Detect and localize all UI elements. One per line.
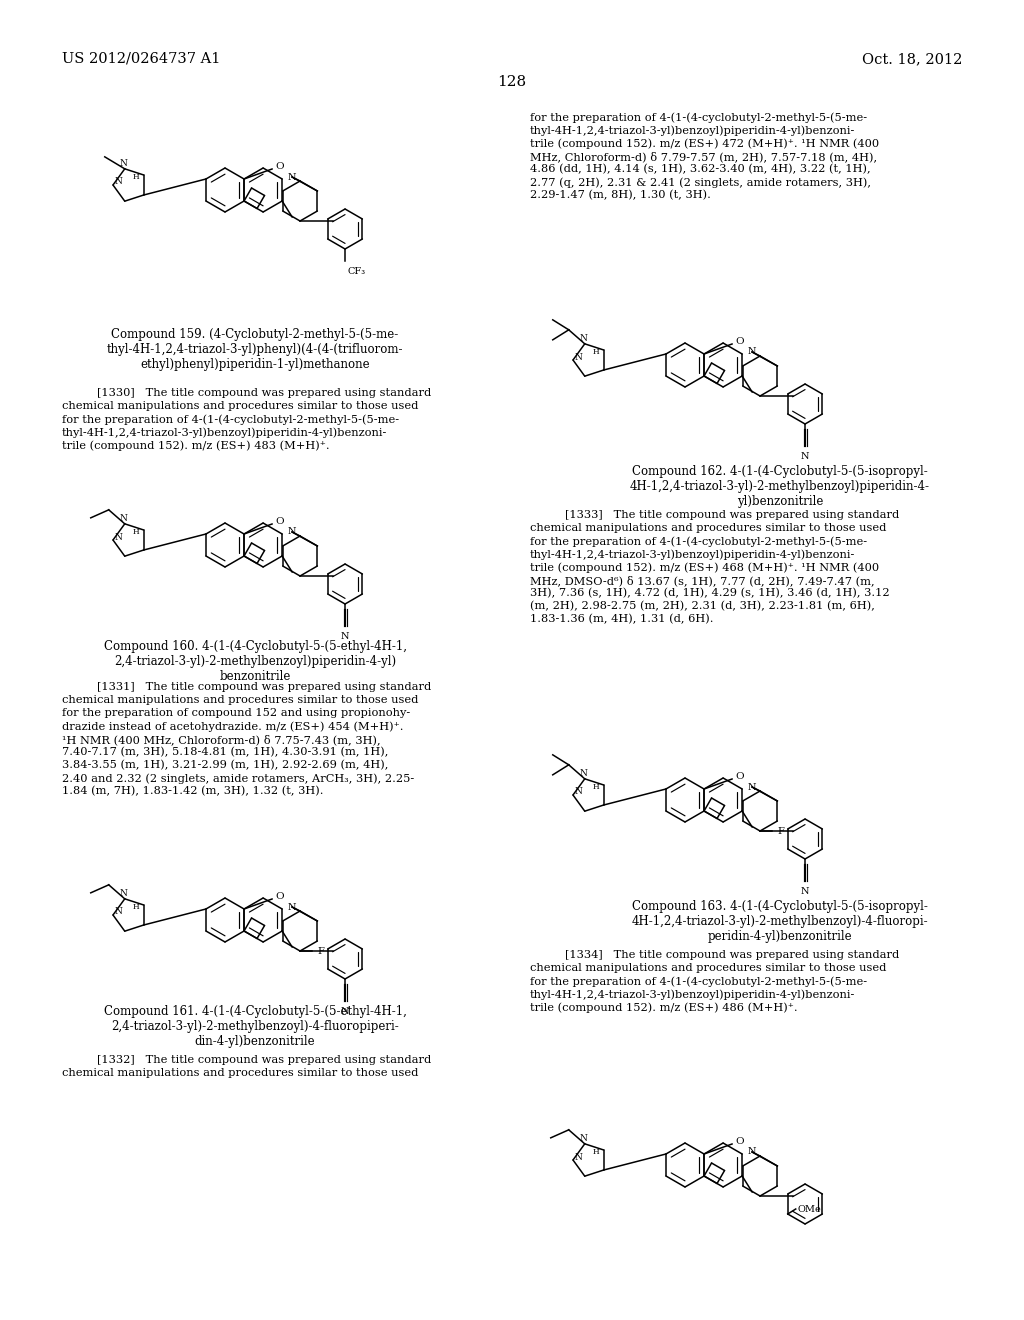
Text: O: O bbox=[275, 162, 284, 170]
Text: Compound 163. 4-(1-(4-Cyclobutyl-5-(5-isopropyl-
4H-1,2,4-triazol-3-yl)-2-methyl: Compound 163. 4-(1-(4-Cyclobutyl-5-(5-is… bbox=[632, 900, 929, 942]
Text: O: O bbox=[735, 1137, 743, 1146]
Text: 1.84 (m, 7H), 1.83-1.42 (m, 3H), 1.32 (t, 3H).: 1.84 (m, 7H), 1.83-1.42 (m, 3H), 1.32 (t… bbox=[62, 785, 324, 796]
Text: N: N bbox=[574, 352, 582, 362]
Text: Compound 160. 4-(1-(4-Cyclobutyl-5-(5-ethyl-4H-1,
2,4-triazol-3-yl)-2-methylbenz: Compound 160. 4-(1-(4-Cyclobutyl-5-(5-et… bbox=[103, 640, 407, 682]
Text: N: N bbox=[120, 515, 128, 523]
Text: H: H bbox=[593, 1148, 599, 1156]
Text: 2.29-1.47 (m, 8H), 1.30 (t, 3H).: 2.29-1.47 (m, 8H), 1.30 (t, 3H). bbox=[530, 190, 711, 201]
Text: drazide instead of acetohydrazide. m/z (ES+) 454 (M+H)⁺.: drazide instead of acetohydrazide. m/z (… bbox=[62, 721, 403, 731]
Text: N: N bbox=[580, 1134, 588, 1143]
Text: MHz, Chloroform-d) δ 7.79-7.57 (m, 2H), 7.57-7.18 (m, 4H),: MHz, Chloroform-d) δ 7.79-7.57 (m, 2H), … bbox=[530, 150, 878, 162]
Text: H: H bbox=[132, 528, 139, 536]
Text: Compound 159. (4-Cyclobutyl-2-methyl-5-(5-me-
thyl-4H-1,2,4-triazol-3-yl)phenyl): Compound 159. (4-Cyclobutyl-2-methyl-5-(… bbox=[106, 327, 403, 371]
Text: thyl-4H-1,2,4-triazol-3-yl)benzoyl)piperidin-4-yl)benzoni-: thyl-4H-1,2,4-triazol-3-yl)benzoyl)piper… bbox=[530, 549, 855, 560]
Text: N: N bbox=[120, 160, 128, 169]
Text: N: N bbox=[580, 770, 588, 779]
Text: [1330]   The title compound was prepared using standard: [1330] The title compound was prepared u… bbox=[97, 388, 431, 399]
Text: 7.40-7.17 (m, 3H), 5.18-4.81 (m, 1H), 4.30-3.91 (m, 1H),: 7.40-7.17 (m, 3H), 5.18-4.81 (m, 1H), 4.… bbox=[62, 747, 388, 758]
Text: N: N bbox=[114, 532, 122, 541]
Text: N: N bbox=[801, 451, 809, 461]
Text: N: N bbox=[748, 783, 757, 792]
Text: H: H bbox=[593, 348, 599, 356]
Text: chemical manipulations and procedures similar to those used: chemical manipulations and procedures si… bbox=[62, 1068, 419, 1078]
Text: N: N bbox=[748, 347, 757, 356]
Text: N: N bbox=[801, 887, 809, 896]
Text: F: F bbox=[777, 826, 784, 836]
Text: MHz, DMSO-d⁶) δ 13.67 (s, 1H), 7.77 (d, 2H), 7.49-7.47 (m,: MHz, DMSO-d⁶) δ 13.67 (s, 1H), 7.77 (d, … bbox=[530, 576, 874, 586]
Text: (m, 2H), 2.98-2.75 (m, 2H), 2.31 (d, 3H), 2.23-1.81 (m, 6H),: (m, 2H), 2.98-2.75 (m, 2H), 2.31 (d, 3H)… bbox=[530, 601, 874, 611]
Text: N: N bbox=[120, 890, 128, 899]
Text: thyl-4H-1,2,4-triazol-3-yl)benzoyl)piperidin-4-yl)benzoni-: thyl-4H-1,2,4-triazol-3-yl)benzoyl)piper… bbox=[530, 989, 855, 999]
Text: [1331]   The title compound was prepared using standard: [1331] The title compound was prepared u… bbox=[97, 682, 431, 692]
Text: H: H bbox=[132, 173, 139, 181]
Text: O: O bbox=[735, 772, 743, 781]
Text: N: N bbox=[341, 632, 349, 642]
Text: O: O bbox=[275, 517, 284, 525]
Text: thyl-4H-1,2,4-triazol-3-yl)benzoyl)piperidin-4-yl)benzoni-: thyl-4H-1,2,4-triazol-3-yl)benzoyl)piper… bbox=[62, 426, 387, 437]
Text: for the preparation of compound 152 and using propionohy-: for the preparation of compound 152 and … bbox=[62, 708, 411, 718]
Text: [1333]   The title compound was prepared using standard: [1333] The title compound was prepared u… bbox=[565, 510, 899, 520]
Text: OMe: OMe bbox=[798, 1204, 821, 1213]
Text: F: F bbox=[317, 946, 324, 956]
Text: N: N bbox=[748, 1147, 757, 1156]
Text: CF₃: CF₃ bbox=[347, 267, 366, 276]
Text: 2.77 (q, 2H), 2.31 & 2.41 (2 singlets, amide rotamers, 3H),: 2.77 (q, 2H), 2.31 & 2.41 (2 singlets, a… bbox=[530, 177, 871, 187]
Text: O: O bbox=[275, 892, 284, 900]
Text: N: N bbox=[288, 173, 296, 181]
Text: 4.86 (dd, 1H), 4.14 (s, 1H), 3.62-3.40 (m, 4H), 3.22 (t, 1H),: 4.86 (dd, 1H), 4.14 (s, 1H), 3.62-3.40 (… bbox=[530, 164, 870, 174]
Text: [1334]   The title compound was prepared using standard: [1334] The title compound was prepared u… bbox=[565, 950, 899, 960]
Text: for the preparation of 4-(1-(4-cyclobutyl-2-methyl-5-(5-me-: for the preparation of 4-(1-(4-cyclobuty… bbox=[62, 414, 399, 425]
Text: for the preparation of 4-(1-(4-cyclobutyl-2-methyl-5-(5-me-: for the preparation of 4-(1-(4-cyclobuty… bbox=[530, 112, 867, 123]
Text: [1332]   The title compound was prepared using standard: [1332] The title compound was prepared u… bbox=[97, 1055, 431, 1065]
Text: Oct. 18, 2012: Oct. 18, 2012 bbox=[861, 51, 962, 66]
Text: N: N bbox=[288, 528, 296, 536]
Text: for the preparation of 4-(1-(4-cyclobutyl-2-methyl-5-(5-me-: for the preparation of 4-(1-(4-cyclobuty… bbox=[530, 536, 867, 546]
Text: N: N bbox=[574, 788, 582, 796]
Text: N: N bbox=[288, 903, 296, 912]
Text: 128: 128 bbox=[498, 75, 526, 88]
Text: thyl-4H-1,2,4-triazol-3-yl)benzoyl)piperidin-4-yl)benzoni-: thyl-4H-1,2,4-triazol-3-yl)benzoyl)piper… bbox=[530, 125, 855, 136]
Text: Compound 161. 4-(1-(4-Cyclobutyl-5-(5-ethyl-4H-1,
2,4-triazol-3-yl)-2-methylbenz: Compound 161. 4-(1-(4-Cyclobutyl-5-(5-et… bbox=[103, 1005, 407, 1048]
Text: N: N bbox=[574, 1152, 582, 1162]
Text: 1.83-1.36 (m, 4H), 1.31 (d, 6H).: 1.83-1.36 (m, 4H), 1.31 (d, 6H). bbox=[530, 614, 714, 624]
Text: chemical manipulations and procedures similar to those used: chemical manipulations and procedures si… bbox=[62, 696, 419, 705]
Text: trile (compound 152). m/z (ES+) 472 (M+H)⁺. ¹H NMR (400: trile (compound 152). m/z (ES+) 472 (M+H… bbox=[530, 139, 880, 149]
Text: H: H bbox=[593, 783, 599, 791]
Text: N: N bbox=[580, 334, 588, 343]
Text: US 2012/0264737 A1: US 2012/0264737 A1 bbox=[62, 51, 220, 66]
Text: for the preparation of 4-(1-(4-cyclobutyl-2-methyl-5-(5-me-: for the preparation of 4-(1-(4-cyclobuty… bbox=[530, 975, 867, 986]
Text: N: N bbox=[114, 177, 122, 186]
Text: chemical manipulations and procedures similar to those used: chemical manipulations and procedures si… bbox=[530, 523, 887, 533]
Text: 3H), 7.36 (s, 1H), 4.72 (d, 1H), 4.29 (s, 1H), 3.46 (d, 1H), 3.12: 3H), 7.36 (s, 1H), 4.72 (d, 1H), 4.29 (s… bbox=[530, 587, 890, 598]
Text: chemical manipulations and procedures similar to those used: chemical manipulations and procedures si… bbox=[62, 401, 419, 411]
Text: N: N bbox=[341, 1007, 349, 1016]
Text: trile (compound 152). m/z (ES+) 483 (M+H)⁺.: trile (compound 152). m/z (ES+) 483 (M+H… bbox=[62, 440, 330, 450]
Text: H: H bbox=[132, 903, 139, 911]
Text: 2.40 and 2.32 (2 singlets, amide rotamers, ArCH₃, 3H), 2.25-: 2.40 and 2.32 (2 singlets, amide rotamer… bbox=[62, 774, 415, 784]
Text: ¹H NMR (400 MHz, Chloroform-d) δ 7.75-7.43 (m, 3H),: ¹H NMR (400 MHz, Chloroform-d) δ 7.75-7.… bbox=[62, 734, 381, 744]
Text: N: N bbox=[114, 908, 122, 916]
Text: chemical manipulations and procedures similar to those used: chemical manipulations and procedures si… bbox=[530, 964, 887, 973]
Text: trile (compound 152). m/z (ES+) 468 (M+H)⁺. ¹H NMR (400: trile (compound 152). m/z (ES+) 468 (M+H… bbox=[530, 562, 880, 573]
Text: O: O bbox=[735, 337, 743, 346]
Text: 3.84-3.55 (m, 1H), 3.21-2.99 (m, 1H), 2.92-2.69 (m, 4H),: 3.84-3.55 (m, 1H), 3.21-2.99 (m, 1H), 2.… bbox=[62, 760, 388, 771]
Text: Compound 162. 4-(1-(4-Cyclobutyl-5-(5-isopropyl-
4H-1,2,4-triazol-3-yl)-2-methyl: Compound 162. 4-(1-(4-Cyclobutyl-5-(5-is… bbox=[630, 465, 930, 508]
Text: trile (compound 152). m/z (ES+) 486 (M+H)⁺.: trile (compound 152). m/z (ES+) 486 (M+H… bbox=[530, 1002, 798, 1012]
